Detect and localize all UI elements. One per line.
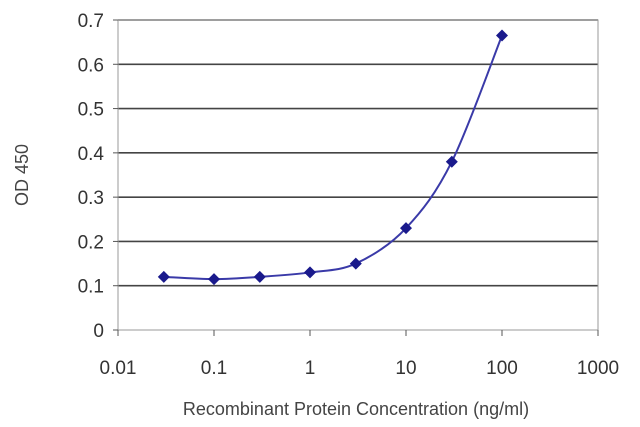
y-axis-title: OD 450 bbox=[12, 144, 32, 206]
data-points bbox=[157, 29, 508, 286]
x-tick-label: 100 bbox=[486, 358, 518, 379]
data-point bbox=[253, 270, 266, 283]
data-point bbox=[304, 266, 316, 279]
y-tick-label: 0.6 bbox=[78, 55, 104, 76]
y-tick-label: 0.4 bbox=[78, 144, 105, 165]
x-tick-label: 0.1 bbox=[201, 358, 227, 379]
y-tick-label: 0.1 bbox=[78, 277, 104, 298]
x-axis-title: Recombinant Protein Concentration (ng/ml… bbox=[183, 399, 529, 419]
x-tick-label: 1000 bbox=[577, 358, 619, 379]
x-tick-label: 1 bbox=[305, 358, 316, 379]
data-point bbox=[400, 222, 412, 235]
data-point bbox=[496, 29, 508, 42]
y-tick-label: 0.3 bbox=[78, 188, 104, 209]
data-point bbox=[445, 155, 458, 168]
gridlines bbox=[118, 19, 598, 287]
y-axis-ticks: 0 0.1 0.2 0.3 0.4 0.5 0.6 0.7 bbox=[78, 11, 118, 342]
x-axis-ticks: 0.01 0.1 1 10 100 1000 bbox=[100, 330, 619, 379]
data-point bbox=[208, 273, 220, 286]
data-point bbox=[349, 257, 362, 270]
data-point bbox=[157, 270, 170, 283]
y-tick-label: 0.5 bbox=[78, 100, 104, 121]
plot-area-border bbox=[117, 19, 599, 331]
x-tick-label: 0.01 bbox=[100, 358, 137, 379]
y-tick-label: 0.7 bbox=[78, 11, 104, 32]
x-tick-label: 10 bbox=[395, 358, 416, 379]
y-tick-label: 0.2 bbox=[78, 232, 104, 253]
y-tick-label: 0 bbox=[93, 321, 104, 342]
